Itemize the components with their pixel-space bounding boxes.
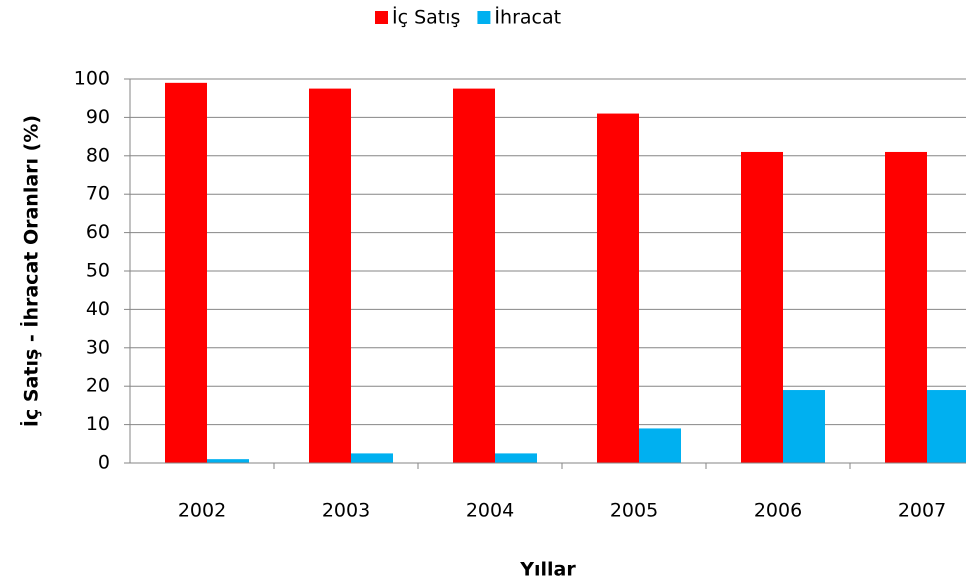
bar — [309, 88, 351, 463]
y-tick-label: 10 — [86, 413, 110, 435]
x-tick-label: 2006 — [754, 500, 802, 522]
y-tick-label: 100 — [74, 68, 110, 90]
y-tick-label: 50 — [86, 260, 110, 282]
bar — [783, 390, 825, 463]
legend-swatch — [477, 11, 491, 24]
y-tick-label: 0 — [98, 452, 110, 474]
y-tick-label: 30 — [86, 336, 110, 358]
y-tick-label: 60 — [86, 221, 110, 243]
legend-swatch — [375, 11, 388, 24]
legend-label: İhracat — [494, 6, 561, 29]
bar — [927, 390, 966, 463]
y-axis-title: İç Satış - İhracat Oranları (%) — [19, 115, 43, 427]
y-tick-label: 40 — [86, 298, 110, 320]
bar — [741, 151, 783, 463]
y-tick-label: 90 — [86, 106, 110, 128]
bar — [453, 88, 495, 463]
bar — [351, 453, 393, 463]
y-tick-label: 70 — [86, 183, 110, 205]
x-tick-label: 2002 — [178, 500, 226, 522]
x-tick-label: 2007 — [898, 500, 946, 522]
bar — [885, 151, 927, 463]
x-axis-title: Yıllar — [519, 559, 576, 581]
x-tick-label: 2003 — [322, 500, 370, 522]
x-tick-label: 2005 — [610, 500, 658, 522]
y-tick-label: 20 — [86, 375, 110, 397]
bar — [639, 428, 681, 463]
bar — [207, 459, 249, 463]
y-tick-label: 80 — [86, 144, 110, 166]
bar — [597, 113, 639, 463]
x-tick-label: 2004 — [466, 500, 514, 522]
bar — [495, 453, 537, 463]
bar — [165, 82, 207, 463]
legend-label: İç Satış — [392, 6, 460, 29]
